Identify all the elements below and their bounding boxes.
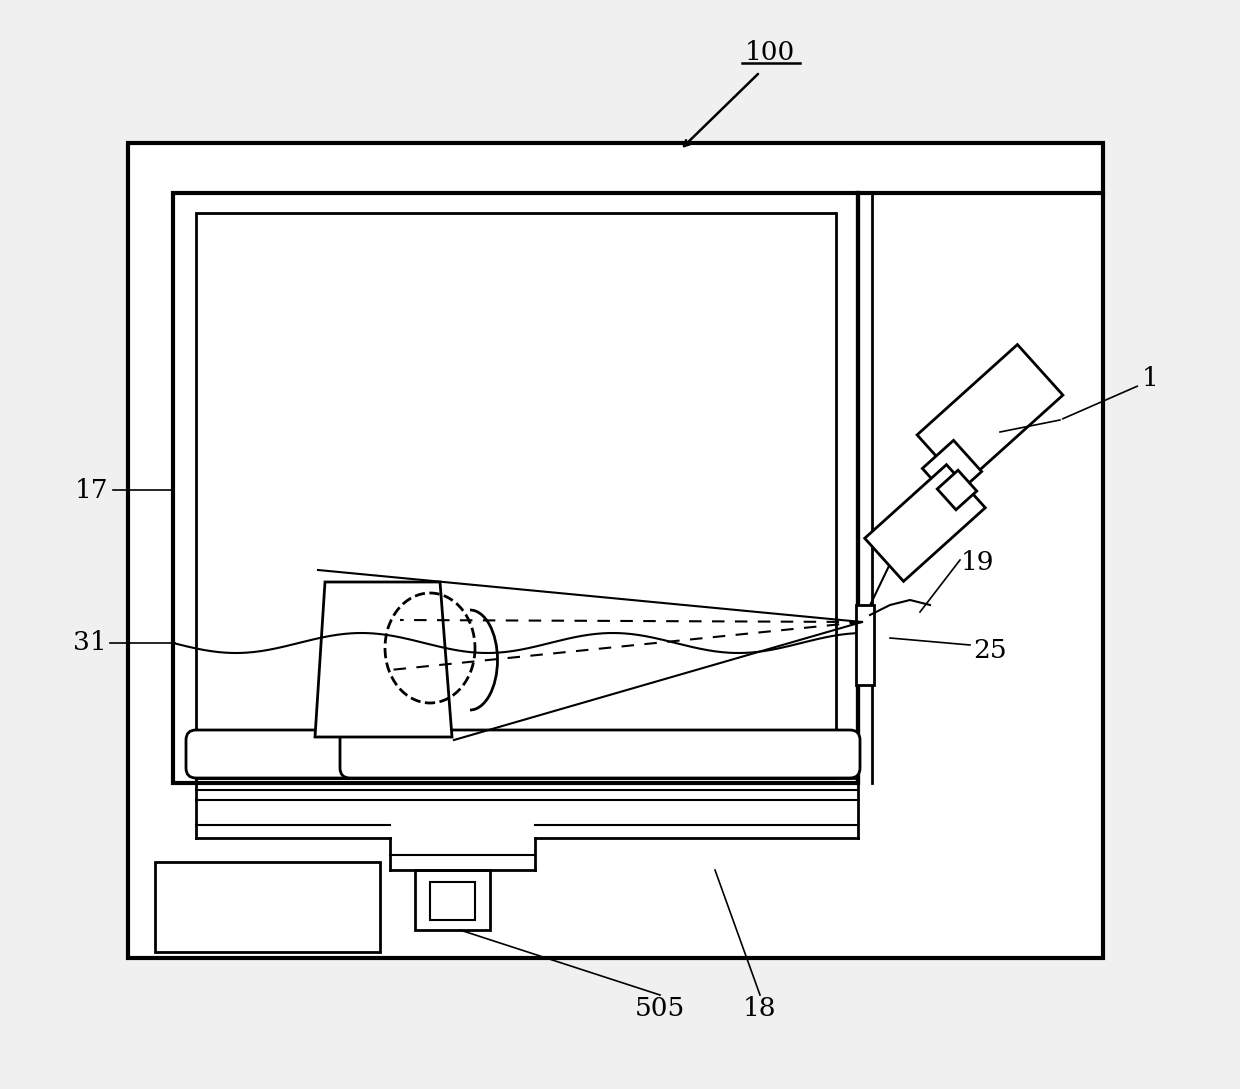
Bar (174, 193, 858, 783)
FancyBboxPatch shape (186, 730, 361, 778)
Polygon shape (923, 440, 982, 500)
FancyBboxPatch shape (340, 730, 861, 778)
Bar (128, 143, 1104, 958)
Bar (155, 862, 379, 952)
Text: 17: 17 (76, 477, 109, 502)
Polygon shape (937, 470, 977, 510)
Text: 18: 18 (743, 995, 776, 1020)
Bar (196, 213, 836, 778)
Bar (415, 870, 490, 930)
Text: 505: 505 (635, 995, 686, 1020)
Text: 25: 25 (973, 637, 1007, 662)
Text: 1: 1 (1142, 366, 1158, 391)
Text: 31: 31 (73, 631, 107, 656)
Polygon shape (918, 344, 1063, 486)
Bar (856, 605, 874, 685)
Text: 100: 100 (745, 39, 795, 64)
Text: 19: 19 (961, 550, 994, 575)
Polygon shape (864, 465, 986, 582)
Bar (430, 882, 475, 920)
Polygon shape (315, 582, 453, 737)
